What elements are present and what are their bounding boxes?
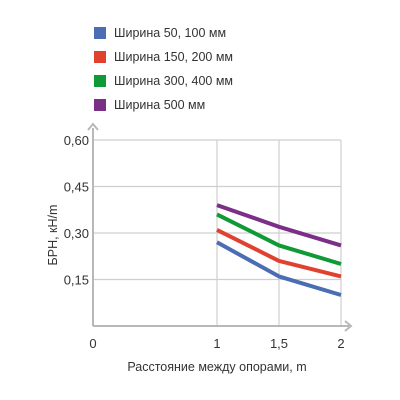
x-tick-label: 1 bbox=[213, 336, 220, 351]
y-axis-title: БРН, кН/m bbox=[46, 205, 60, 266]
legend-swatch bbox=[94, 51, 106, 63]
x-tick-label: 2 bbox=[337, 336, 344, 351]
legend-label: Ширина 300, 400 мм bbox=[114, 74, 233, 88]
legend-label: Ширина 150, 200 мм bbox=[114, 50, 233, 64]
x-tick-label: 1,5 bbox=[270, 336, 288, 351]
x-axis-arrow-icon bbox=[344, 320, 353, 332]
series-line-2 bbox=[216, 228, 342, 279]
legend-label: Ширина 50, 100 мм bbox=[114, 26, 226, 40]
axes bbox=[87, 122, 353, 332]
series-line-3 bbox=[216, 212, 342, 266]
y-axis-arrow-icon bbox=[87, 122, 99, 131]
x-axis-title: Расстояние между опорами, m bbox=[127, 360, 306, 374]
grid bbox=[93, 139, 342, 326]
y-tick-label: 0,45 bbox=[64, 180, 89, 195]
legend-swatch bbox=[94, 99, 106, 111]
legend: Ширина 50, 100 мм Ширина 150, 200 мм Ширин… bbox=[94, 26, 233, 112]
y-tick-label: 0,60 bbox=[64, 133, 89, 148]
y-tick-label: 0,30 bbox=[64, 226, 89, 241]
y-tick-label: 0,15 bbox=[64, 273, 89, 288]
x-tick-label: 0 bbox=[89, 336, 96, 351]
series-line-1 bbox=[216, 240, 342, 297]
tick-labels: 0,60 0,45 0,30 0,15 0 1 1,5 2 bbox=[64, 133, 345, 351]
series-line-4 bbox=[216, 203, 342, 248]
legend-label: Ширина 500 мм bbox=[114, 98, 205, 112]
legend-swatch bbox=[94, 27, 106, 39]
legend-swatch bbox=[94, 75, 106, 87]
series bbox=[216, 203, 342, 297]
